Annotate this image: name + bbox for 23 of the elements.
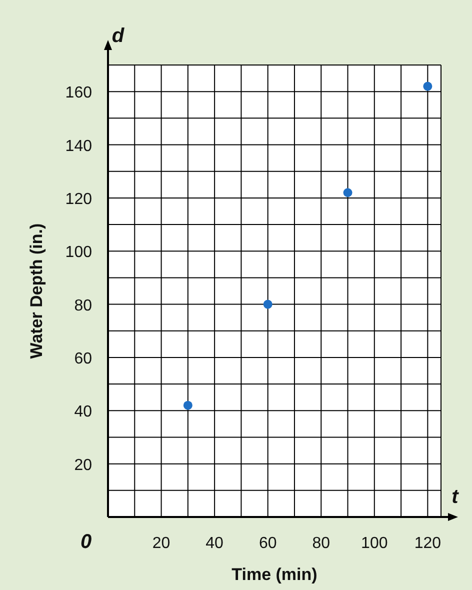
x-tick-label: 100 <box>361 535 388 552</box>
text: d <box>112 25 125 47</box>
x-tick-label: 40 <box>206 535 224 552</box>
x-tick-label: 80 <box>312 535 330 552</box>
y-tick-label: 100 <box>65 244 92 262</box>
x-tick-label: 120 <box>414 535 442 552</box>
y-tick-label: 120 <box>65 190 92 208</box>
x-axis-title: Time (min) <box>232 565 318 584</box>
x-tick-label: 20 <box>152 535 170 552</box>
y-tick-label: 80 <box>74 297 92 314</box>
point <box>343 188 352 198</box>
y-tick-label: 60 <box>74 350 92 368</box>
text: 0 <box>80 531 92 553</box>
y-tick-label: 20 <box>74 456 92 474</box>
y-tick-label: 160 <box>65 84 92 102</box>
y-tick-label: 40 <box>74 404 92 421</box>
y-axis-title: Water Depth (in.) <box>27 223 46 359</box>
text: t <box>452 486 460 508</box>
point <box>183 400 192 410</box>
y-tick-label: 140 <box>65 138 92 155</box>
x-tick-label: 60 <box>258 535 277 552</box>
point <box>263 300 272 309</box>
point <box>423 82 432 91</box>
